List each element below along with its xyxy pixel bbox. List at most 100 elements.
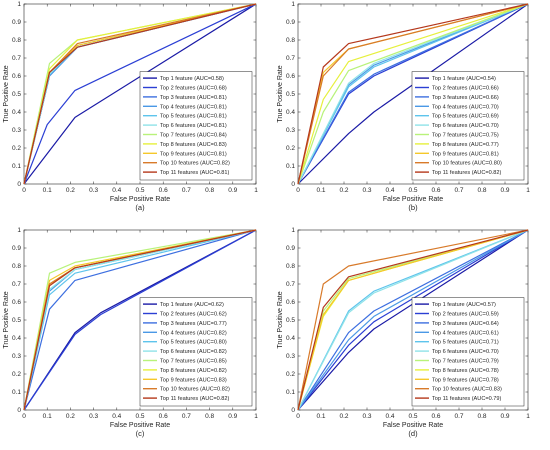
roc-curve-top-3 — [297, 3, 529, 185]
legend-entry: Top 11 features (AUC=0.81) — [160, 170, 230, 176]
legend-entry: Top 5 features (AUC=0.81) — [160, 114, 227, 120]
roc-curve-top-7 — [297, 3, 529, 185]
x-tick-label: 0.5 — [135, 413, 144, 420]
legend-box — [139, 297, 253, 407]
x-tick-label: 0.4 — [385, 413, 394, 420]
y-tick-label: 0.2 — [286, 145, 295, 152]
legend-entry: Top 1 feature (AUC=0.57) — [432, 302, 496, 308]
legend-entry: Top 1 feature (AUC=0.62) — [160, 302, 224, 308]
y-tick-label: 0.1 — [12, 163, 21, 170]
legend-entry: Top 11 features (AUC=0.82) — [160, 396, 230, 402]
y-tick-label: 0.9 — [12, 245, 21, 252]
x-tick-label: 0.6 — [159, 187, 168, 194]
legend-entry: Top 8 features (AUC=0.78) — [432, 368, 499, 374]
y-tick-label: 0.1 — [286, 163, 295, 170]
legend-entry: Top 10 features (AUC=0.80) — [432, 161, 502, 167]
x-tick-label: 0.9 — [228, 413, 237, 420]
x-tick-label: 0.7 — [454, 187, 463, 194]
x-tick-label: 0.7 — [182, 187, 191, 194]
x-tick-label: 0.8 — [205, 413, 214, 420]
x-axis-label: False Positive Rate — [110, 196, 170, 203]
y-tick-label: 0 — [291, 407, 295, 414]
roc-curve-top-7 — [23, 229, 257, 411]
x-tick-label: 0.9 — [228, 187, 237, 194]
x-tick-label: 0.2 — [339, 413, 348, 420]
roc-curve-top-1 — [297, 229, 529, 411]
legend-entry: Top 10 features (AUC=0.82) — [160, 161, 230, 167]
y-tick-label: 0 — [291, 181, 295, 188]
roc-curve-top-2 — [23, 229, 257, 411]
x-tick-label: 1 — [526, 187, 530, 194]
x-tick-label: 0.5 — [408, 187, 417, 194]
roc-curve-top-9 — [297, 229, 529, 411]
y-tick-label: 0.2 — [12, 371, 21, 378]
y-tick-label: 0.4 — [286, 335, 295, 342]
y-tick-label: 1 — [291, 1, 295, 8]
legend-entry: Top 9 features (AUC=0.81) — [160, 151, 227, 157]
legend-entry: Top 6 features (AUC=0.82) — [160, 349, 227, 355]
y-tick-label: 0.7 — [12, 55, 21, 62]
x-tick-label: 0.4 — [112, 413, 121, 420]
roc-curve-top-11 — [23, 3, 257, 185]
panel-caption: (d) — [408, 429, 418, 438]
legend-entry: Top 7 features (AUC=0.84) — [160, 133, 227, 139]
y-tick-label: 1 — [291, 227, 295, 234]
legend-box — [411, 297, 525, 407]
y-tick-label: 0 — [17, 181, 21, 188]
x-tick-label: 0 — [22, 187, 26, 194]
roc-panel-b: 0 0.1 0.2 0.3 0.4 0.5 0.6 0.7 0.8 0.9 1 0 0.1 0.2 0.3 0… — [277, 1, 530, 212]
legend-entry: Top 2 features (AUC=0.62) — [160, 312, 227, 318]
legend-entry: Top 11 features (AUC=0.79) — [432, 396, 502, 402]
legend-entry: Top 9 features (AUC=0.83) — [160, 377, 227, 383]
x-tick-label: 0.3 — [89, 413, 98, 420]
legend-entry: Top 2 features (AUC=0.66) — [432, 86, 499, 92]
legend-entry: Top 2 features (AUC=0.68) — [160, 86, 227, 92]
x-tick-label: 0.8 — [477, 413, 486, 420]
legend-box — [411, 71, 525, 181]
y-axis-label: True Positive Rate — [277, 291, 284, 348]
x-tick-label: 0.1 — [316, 187, 325, 194]
y-tick-label: 0.9 — [286, 19, 295, 26]
y-tick-label: 0.6 — [12, 73, 21, 80]
legend-entry: Top 7 features (AUC=0.79) — [432, 359, 499, 365]
x-tick-label: 0.3 — [89, 187, 98, 194]
roc-curve-top-8 — [297, 3, 529, 185]
legend-entry: Top 7 features (AUC=0.85) — [160, 359, 227, 365]
x-tick-label: 0.2 — [339, 187, 348, 194]
legend-entry: Top 4 features (AUC=0.61) — [432, 330, 499, 336]
legend-entry: Top 4 features (AUC=0.70) — [432, 104, 499, 110]
y-tick-label: 0.3 — [12, 353, 21, 360]
roc-curve-top-11 — [297, 3, 529, 185]
roc-curve-top-3 — [297, 229, 529, 411]
y-tick-label: 0.7 — [286, 55, 295, 62]
legend-entry: Top 9 features (AUC=0.78) — [432, 377, 499, 383]
y-tick-label: 0.4 — [12, 109, 21, 116]
y-tick-label: 0.6 — [286, 299, 295, 306]
x-tick-label: 0.2 — [66, 187, 75, 194]
y-tick-label: 0.2 — [12, 145, 21, 152]
legend-entry: Top 3 features (AUC=0.77) — [160, 321, 227, 327]
roc-curve-top-11 — [23, 229, 257, 411]
x-axis-label: False Positive Rate — [383, 422, 443, 429]
y-tick-label: 0.8 — [12, 37, 21, 44]
x-tick-label: 0.1 — [43, 187, 52, 194]
legend-entry: Top 9 features (AUC=0.81) — [432, 151, 499, 157]
y-tick-label: 0.9 — [12, 19, 21, 26]
y-tick-label: 0.1 — [12, 389, 21, 396]
x-tick-label: 0.5 — [135, 187, 144, 194]
x-tick-label: 0.6 — [159, 413, 168, 420]
y-tick-label: 0.2 — [286, 371, 295, 378]
roc-curve-top-11 — [297, 229, 529, 411]
legend-entry: Top 4 features (AUC=0.82) — [160, 330, 227, 336]
legend-entry: Top 10 features (AUC=0.82) — [160, 387, 230, 393]
legend: Top 1 feature (AUC=0.57) Top 2 features (… — [411, 297, 525, 407]
legend-entry: Top 8 features (AUC=0.82) — [160, 368, 227, 374]
roc-curve-top-3 — [23, 229, 257, 411]
legend-entry: Top 5 features (AUC=0.69) — [432, 114, 499, 120]
legend-entry: Top 6 features (AUC=0.81) — [160, 123, 227, 129]
y-tick-label: 0.7 — [12, 281, 21, 288]
roc-panel-d: 0 0.1 0.2 0.3 0.4 0.5 0.6 0.7 0.8 0.9 1 0 0.1 0.2 0.3 0… — [277, 227, 530, 438]
roc-curve-top-6 — [297, 3, 529, 185]
legend-entry: Top 1 feature (AUC=0.54) — [432, 76, 496, 82]
x-tick-label: 0.7 — [454, 413, 463, 420]
